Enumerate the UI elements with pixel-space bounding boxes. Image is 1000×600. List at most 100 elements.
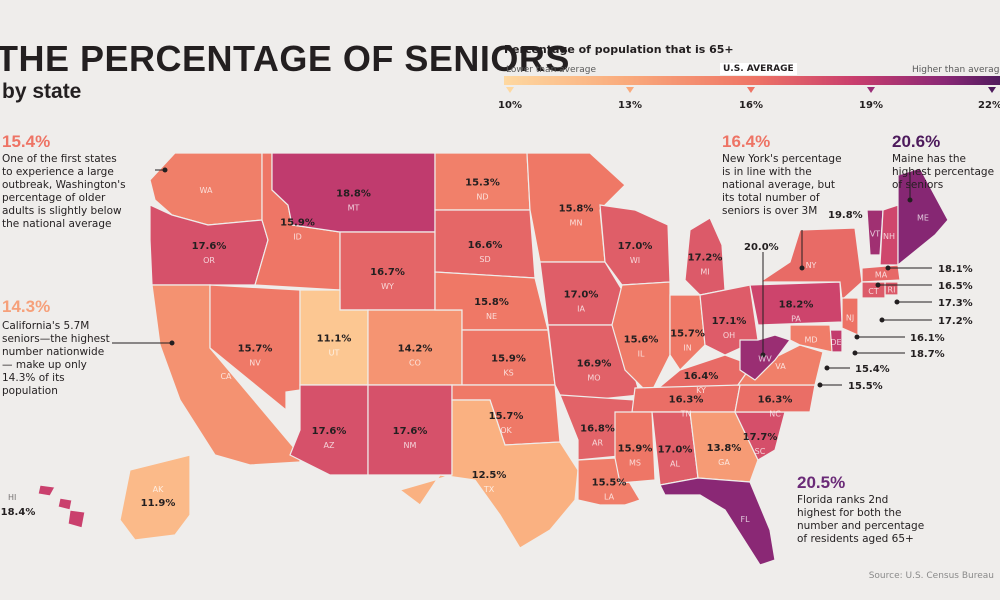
new-york-value: 16.4% (722, 132, 771, 151)
callout-CT: 17.2% (938, 316, 973, 327)
state-abbr-AR: AR (592, 439, 603, 448)
legend-tick-marker (867, 87, 875, 93)
state-value-MS: 15.9% (618, 444, 653, 455)
state-abbr-KY: KY (696, 386, 706, 395)
state-value-ND: 15.3% (465, 178, 500, 189)
state-value-AR: 16.8% (580, 424, 615, 435)
state-value-SC: 17.7% (743, 432, 778, 443)
legend-tick-marker (747, 87, 755, 93)
state-abbr-CT: CT (868, 287, 879, 296)
legend-tick-10: 10% (498, 100, 522, 111)
state-value-AL: 17.0% (658, 445, 693, 456)
callout-RI: 17.3% (938, 298, 973, 309)
state-abbr-SC: SC (755, 447, 766, 456)
state-IN (669, 294, 706, 371)
state-value-NM: 17.6% (393, 426, 428, 437)
state-WV (739, 334, 791, 381)
state-GA (689, 411, 759, 483)
state-abbr-AL: AL (670, 460, 680, 469)
state-value-HI: 18.4% (1, 507, 36, 518)
new-york-note: New York's percentage is in line with th… (722, 153, 842, 217)
callout-DE: 18.7% (910, 349, 945, 360)
state-value-NE: 15.8% (474, 297, 509, 308)
state-abbr-UT: UT (329, 349, 340, 358)
state-abbr-MS: MS (629, 459, 641, 468)
state-HI (37, 484, 86, 529)
state-abbr-FL: FL (740, 515, 750, 524)
state-abbr-MI: MI (700, 268, 709, 277)
legend-us-average-label: U.S. AVERAGE (720, 63, 797, 75)
legend-tick-19: 19% (859, 100, 883, 111)
state-value-TX: 12.5% (472, 470, 507, 481)
state-value-IA: 17.0% (564, 290, 599, 301)
state-abbr-MN: MN (570, 219, 583, 228)
state-abbr-IN: IN (683, 344, 691, 353)
state-abbr-MO: MO (587, 374, 600, 383)
legend-tick-22: 22% (978, 100, 1000, 111)
state-abbr-WA: WA (200, 186, 213, 195)
state-value-MI: 17.2% (688, 253, 723, 264)
state-NY (758, 227, 863, 302)
state-abbr-GA: GA (718, 458, 730, 467)
state-value-MT: 18.8% (336, 189, 371, 200)
legend-tick-13: 13% (618, 100, 642, 111)
state-FL (659, 477, 776, 566)
state-abbr-NM: NM (404, 441, 417, 450)
state-abbr-TX: TX (483, 485, 495, 494)
state-value-UT: 11.1% (317, 334, 352, 345)
state-abbr-LA: LA (604, 493, 615, 502)
state-MA (861, 264, 901, 283)
state-abbr-IL: IL (638, 350, 645, 359)
state-abbr-NH: NH (883, 232, 895, 241)
page-subtitle: by state (2, 80, 82, 103)
state-TX (398, 399, 579, 549)
state-value-TN: 16.3% (669, 395, 704, 406)
state-abbr-NV: NV (249, 359, 261, 368)
state-abbr-CO: CO (409, 359, 421, 368)
state-abbr-TN: TN (680, 410, 692, 419)
state-abbr-RI: RI (888, 286, 896, 295)
callout-MD: 15.4% (855, 364, 890, 375)
state-value-ID: 15.9% (280, 218, 315, 229)
state-value-PA: 18.2% (779, 300, 814, 311)
state-abbr-MD: MD (804, 336, 817, 345)
legend-lower-label: Lower than average (506, 65, 596, 75)
state-abbr-HI: HI (8, 493, 16, 502)
state-abbr-WI: WI (630, 256, 640, 265)
state-abbr-PA: PA (791, 315, 801, 324)
legend-tick-marker (506, 87, 514, 93)
state-abbr-NE: NE (486, 312, 497, 321)
legend-tick-16: 16% (739, 100, 763, 111)
callout-WV: 20.0% (744, 242, 779, 253)
state-value-IL: 15.6% (624, 335, 659, 346)
state-value-GA: 13.8% (707, 443, 742, 454)
legend-tick-marker (626, 87, 634, 93)
state-AK (119, 454, 191, 541)
source-note: Source: U.S. Census Bureau (868, 571, 994, 581)
state-MD (789, 324, 833, 353)
leader-lines (112, 167, 932, 388)
state-abbr-ND: ND (476, 193, 488, 202)
state-abbr-OK: OK (500, 426, 512, 435)
callout-MA: 16.5% (938, 281, 973, 292)
state-abbr-SD: SD (479, 255, 490, 264)
state-abbr-NY: NY (806, 261, 817, 270)
state-value-IN: 15.7% (670, 329, 705, 340)
state-abbr-CA: CA (220, 372, 232, 381)
legend-title: Percentage of population that is 65+ (504, 43, 734, 56)
state-value-OH: 17.1% (712, 316, 747, 327)
florida-value: 20.5% (797, 473, 846, 492)
page-title: THE PERCENTAGE OF SENIORS (0, 38, 570, 79)
callout-NJ: 16.1% (910, 333, 945, 344)
state-abbr-MT: MT (348, 204, 360, 213)
state-abbr-ID: ID (293, 233, 302, 242)
state-abbr-ME: ME (917, 214, 929, 223)
state-abbr-DE: DE (830, 338, 841, 347)
maine-note: Maine has the highest percentage of seni… (892, 153, 995, 191)
state-value-KS: 15.9% (491, 354, 526, 365)
state-MS (614, 411, 656, 484)
state-value-CO: 14.2% (398, 344, 433, 355)
florida-note: Florida ranks 2nd highest for both the n… (797, 494, 925, 545)
state-value-WI: 17.0% (618, 241, 653, 252)
state-value-NV: 15.7% (238, 344, 273, 355)
